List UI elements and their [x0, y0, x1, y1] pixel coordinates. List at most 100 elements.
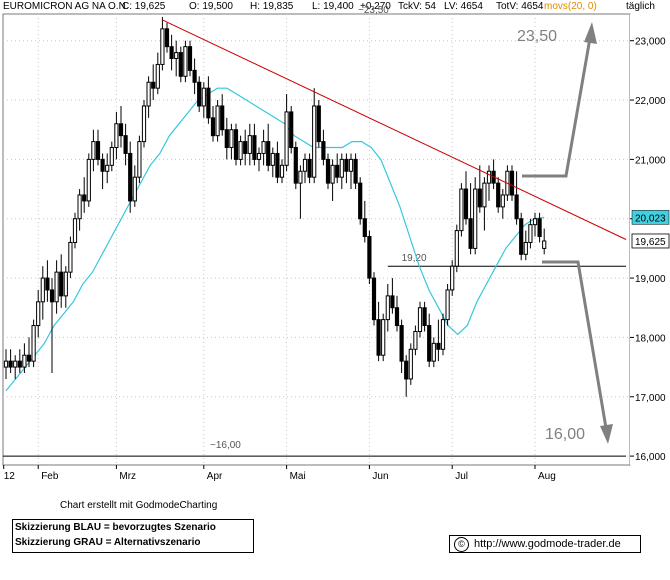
candle-body-down	[316, 105, 321, 143]
candle	[247, 123, 252, 166]
candle	[500, 189, 505, 219]
x-tick-label: Jul	[455, 471, 468, 482]
candle	[105, 153, 110, 184]
candle-body-up	[298, 170, 303, 184]
candle	[302, 153, 308, 184]
candle-body-up	[339, 158, 344, 178]
candle-body-down	[266, 141, 271, 166]
candle	[463, 171, 469, 225]
candle	[201, 82, 206, 118]
candle	[54, 260, 59, 314]
candle-body-up	[523, 241, 528, 255]
candle-body-up	[445, 289, 450, 321]
x-tick-label: 12	[4, 471, 16, 482]
candle	[468, 183, 473, 255]
candle-body-down	[252, 135, 257, 160]
scenario-down-arrowhead	[600, 424, 613, 444]
candle-body-down	[390, 295, 395, 309]
candle-body-down	[293, 147, 298, 184]
y-tick-label: 17,000	[635, 393, 666, 404]
candle	[482, 177, 487, 231]
candle	[77, 189, 82, 231]
low-value: L: 19,400	[312, 1, 354, 12]
candle-body-down	[376, 319, 381, 356]
source-url[interactable]: http://www.godmode-trader.de	[474, 538, 621, 550]
candle	[381, 313, 386, 362]
candle-body-up	[238, 141, 243, 160]
open-value: O: 19,500	[189, 1, 233, 12]
candle	[394, 295, 400, 332]
candle-body-up	[160, 28, 165, 65]
candle	[514, 171, 519, 225]
candle-body-up	[417, 307, 423, 332]
candle	[183, 40, 188, 83]
candle-body-up	[413, 330, 418, 350]
candle-body-up	[500, 194, 505, 208]
candle-body-up	[86, 158, 91, 202]
scenario-legend: Skizzierung BLAU = bevorzugtes Szenario …	[12, 519, 254, 553]
candle	[436, 319, 441, 362]
candle	[431, 337, 436, 368]
candle	[220, 94, 225, 136]
candle	[151, 64, 156, 101]
source-link[interactable]: © http://www.godmode-trader.de	[449, 535, 641, 553]
candle-body-up	[68, 241, 73, 273]
candle	[261, 129, 266, 166]
candle-body-up	[114, 123, 119, 149]
candle	[312, 88, 317, 184]
y-tick-label: 21,000	[635, 155, 666, 166]
x-tick-label: Aug	[538, 471, 556, 482]
candle-body-down	[8, 360, 13, 368]
upper-level-label: ~23,50	[358, 5, 389, 16]
candle	[316, 100, 321, 148]
candle	[155, 52, 160, 95]
candle-body-down	[123, 135, 128, 154]
tickvol-value: TckV: 54	[398, 1, 436, 12]
candle-body-down	[59, 271, 64, 297]
candle	[146, 76, 151, 118]
candle	[367, 230, 372, 285]
candle-body-down	[128, 152, 133, 202]
candle	[252, 123, 257, 166]
candle-body-down	[224, 129, 229, 149]
candle-body-up	[229, 129, 234, 149]
candle	[17, 349, 22, 374]
candle	[335, 153, 340, 184]
candle	[238, 135, 243, 166]
candle	[229, 123, 234, 160]
candle	[192, 58, 197, 95]
candle	[473, 177, 478, 255]
candle-body-up	[40, 277, 45, 303]
candle-body-down	[509, 170, 515, 196]
close-value: C: 19,625	[122, 1, 166, 12]
candle-body-up	[3, 360, 9, 368]
candle-body-down	[496, 182, 501, 208]
chart-credit: Chart erstellt mit GodmodeCharting	[60, 500, 218, 511]
candle	[210, 105, 216, 142]
candle-body-down	[289, 111, 294, 149]
candle	[496, 177, 501, 213]
price-chart: 19,20 ~23,50 ~16,00 23,50 16,00 16,000 17,00…	[2, 5, 670, 482]
candle	[215, 100, 220, 142]
y-tick-label: 19,000	[635, 274, 666, 285]
y-axis: 16,00017,00018,00019,00020,00021,00022,0…	[630, 37, 670, 463]
scenario-up-arrowhead	[584, 22, 597, 44]
candle	[114, 111, 119, 160]
candle	[459, 183, 464, 237]
candle	[233, 123, 239, 166]
candle-body-down	[335, 164, 340, 178]
candle	[164, 22, 170, 53]
overlay-layer: 23,50 16,00	[162, 19, 627, 444]
candle	[197, 76, 202, 112]
candle	[298, 165, 303, 219]
moving-average-layer	[5, 87, 545, 392]
candle-body-up	[141, 105, 147, 143]
candle	[72, 212, 78, 249]
candle-body-up	[330, 164, 335, 184]
ma-price-tag	[631, 210, 670, 225]
candle	[86, 153, 91, 207]
candle-body-up	[109, 147, 114, 166]
candle-body-down	[49, 289, 55, 303]
candle	[307, 153, 312, 184]
candle	[321, 129, 326, 166]
